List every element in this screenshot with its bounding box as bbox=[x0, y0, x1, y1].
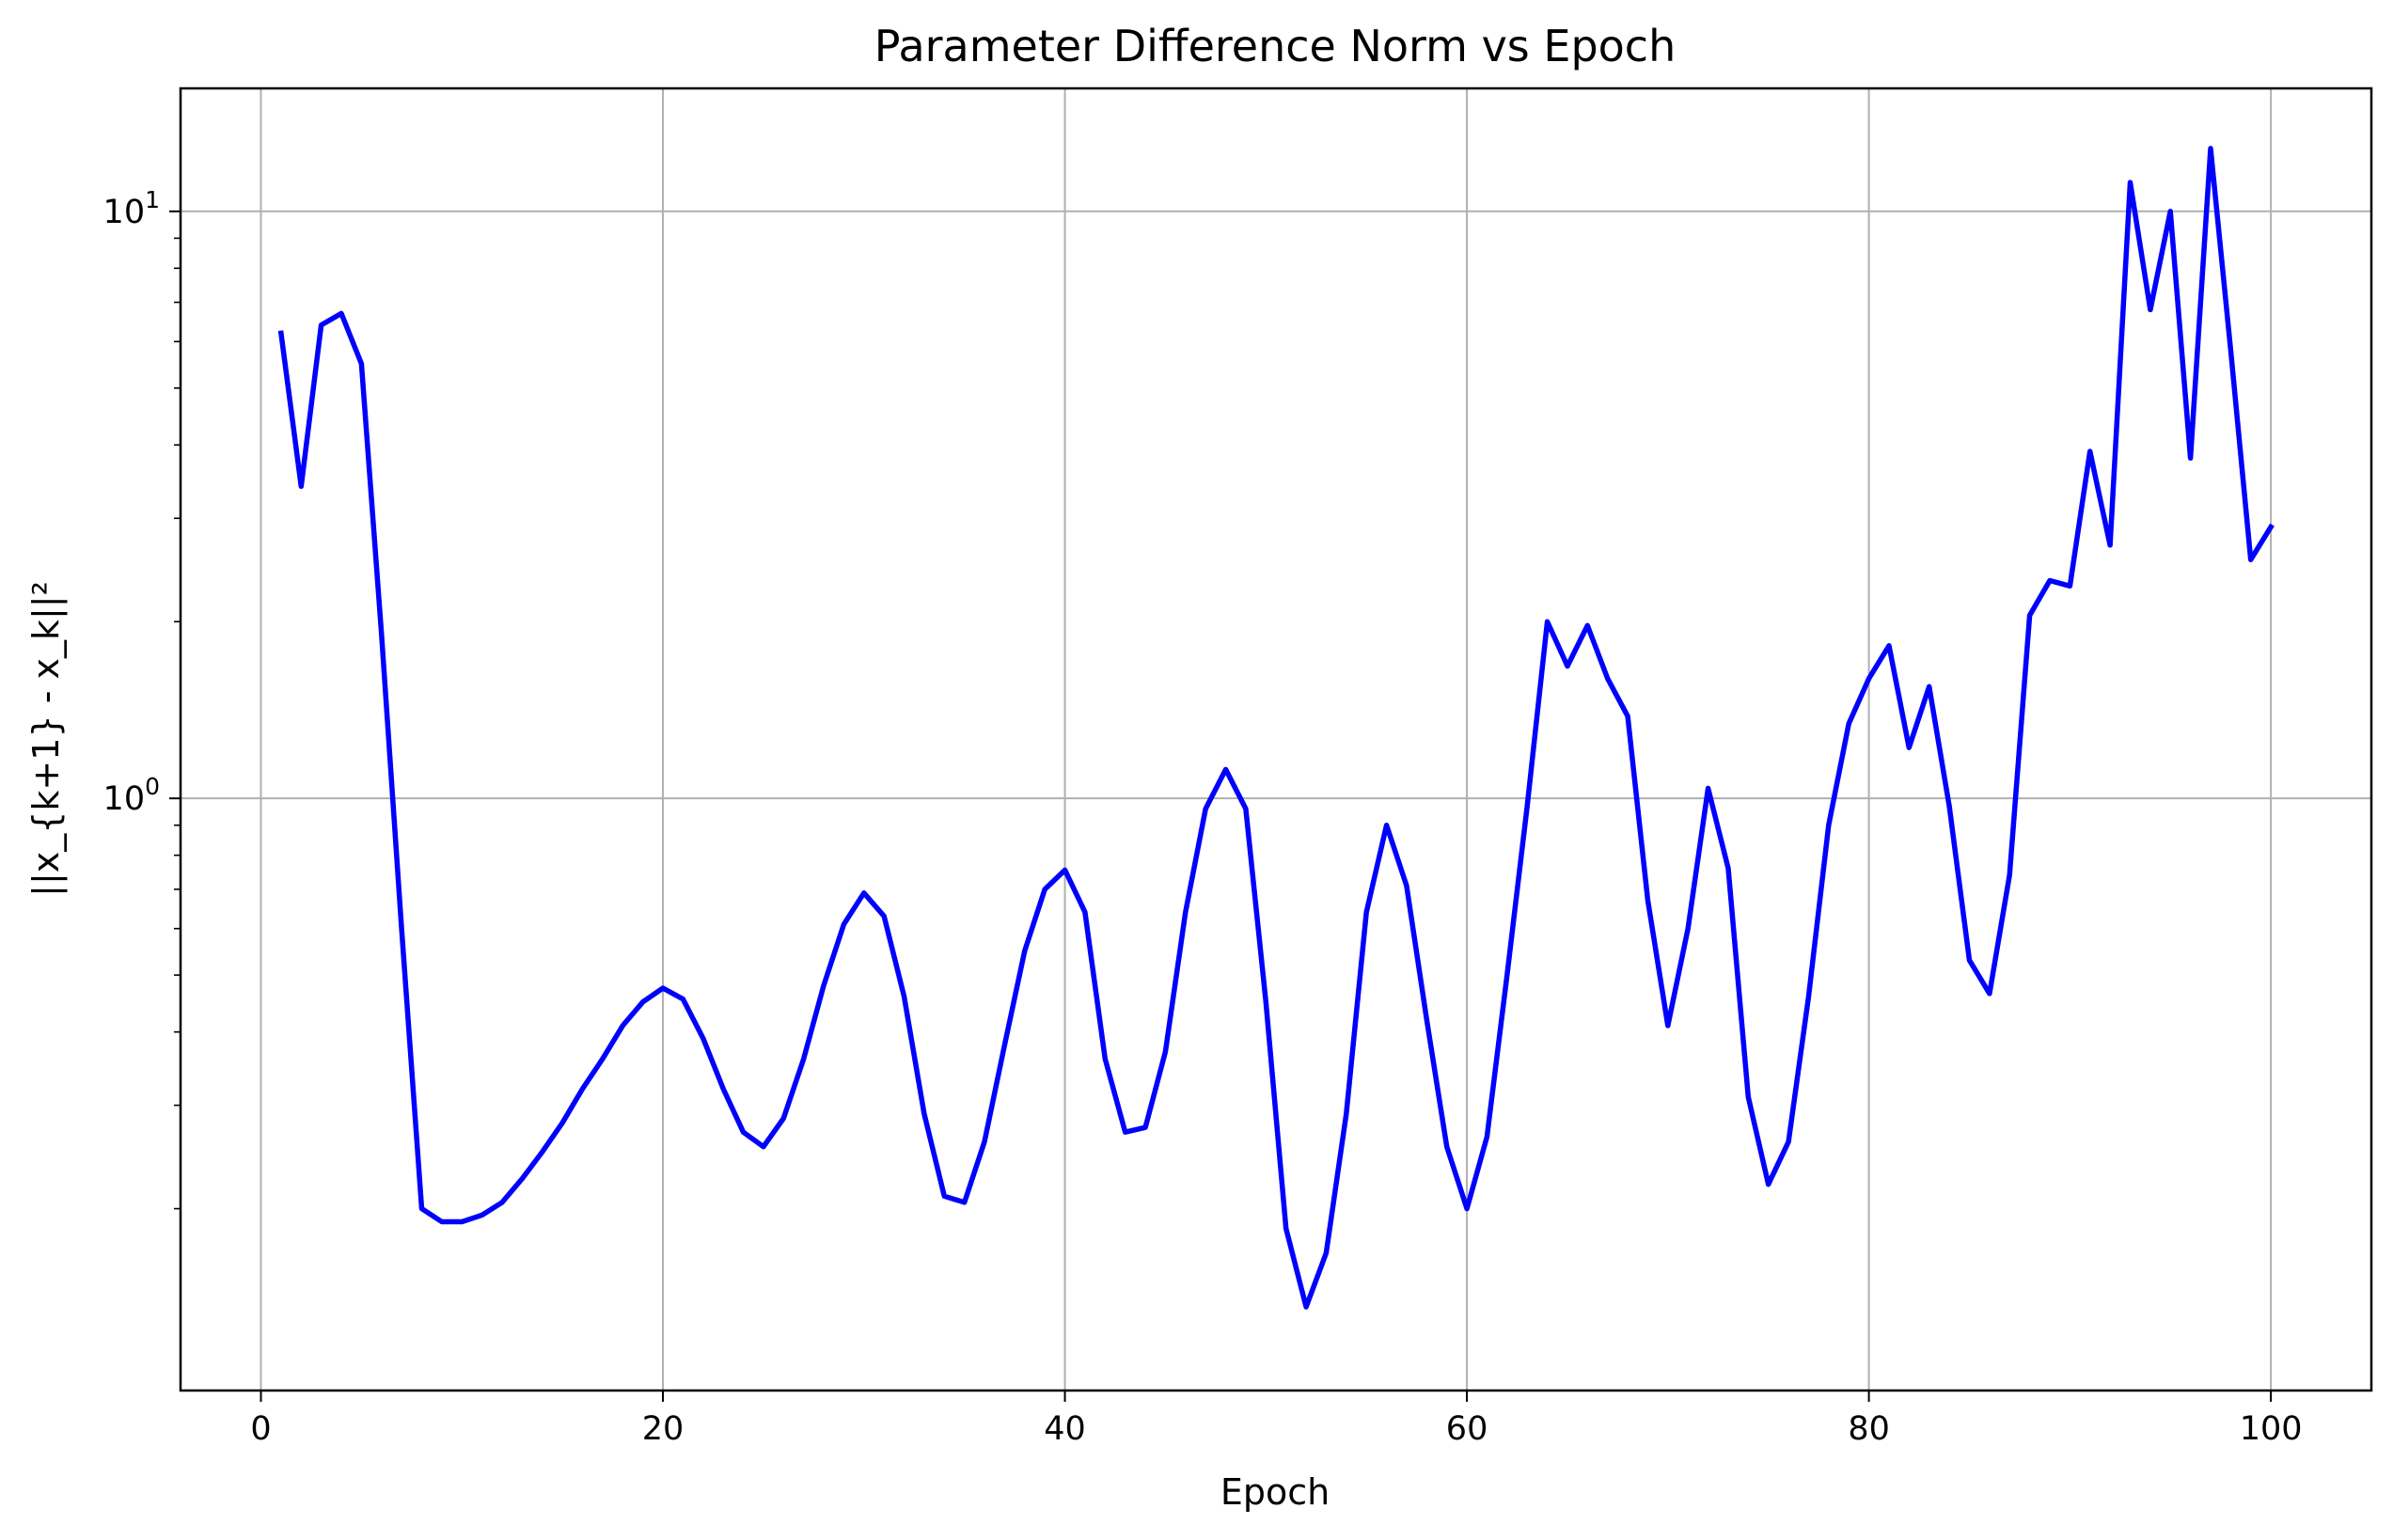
x-tick-label: 60 bbox=[1446, 1410, 1488, 1448]
chart-title: Parameter Difference Norm vs Epoch bbox=[874, 21, 1676, 71]
x-tick-label: 40 bbox=[1044, 1410, 1086, 1448]
x-axis-label: Epoch bbox=[1220, 1471, 1330, 1513]
x-tick-label: 80 bbox=[1848, 1410, 1890, 1448]
y-tick-label: 101 bbox=[103, 186, 160, 231]
y-tick-label: 100 bbox=[103, 773, 160, 818]
grid bbox=[181, 88, 2371, 1391]
x-tick-label: 20 bbox=[642, 1410, 685, 1448]
axis-ticks: 0 20 40 60 80 100 100 101 bbox=[103, 186, 2303, 1448]
x-tick-label: 0 bbox=[250, 1410, 271, 1448]
x-tick-label: 100 bbox=[2240, 1410, 2303, 1448]
series-layer bbox=[277, 146, 2275, 1310]
y-axis-label: ||x_{k+1} - x_k||² bbox=[25, 581, 68, 897]
series-line bbox=[277, 146, 2275, 1310]
plot-area-frame bbox=[179, 86, 2373, 1392]
